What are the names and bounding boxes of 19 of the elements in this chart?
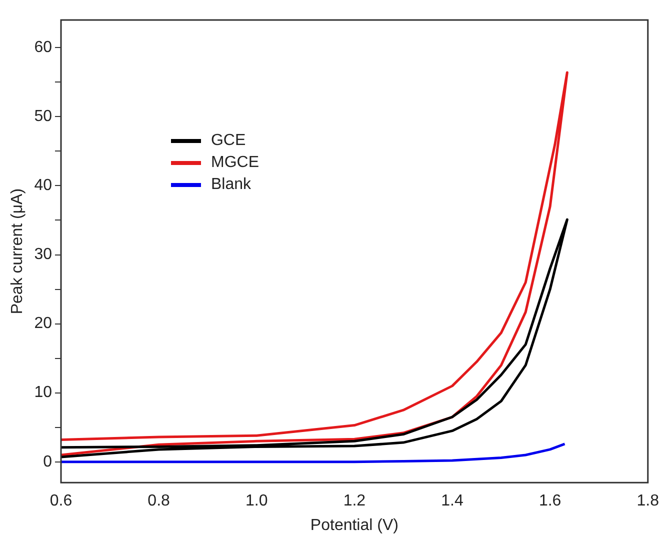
x-tick-label: 1.8 xyxy=(636,492,660,510)
x-tick-label: 0.6 xyxy=(50,492,72,510)
y-tick-label: 60 xyxy=(34,39,52,56)
y-tick-label: 0 xyxy=(43,453,52,470)
x-axis-title: Potential (V) xyxy=(310,516,398,534)
y-tick-label: 50 xyxy=(34,108,52,126)
y-axis-title: Peak current (μA) xyxy=(9,188,26,314)
y-tick-label: 40 xyxy=(34,177,52,194)
y-tick-label: 10 xyxy=(34,384,52,402)
x-tick-label: 1.4 xyxy=(441,492,464,510)
y-tick-label: 30 xyxy=(34,246,52,264)
legend-label: MGCE xyxy=(210,154,259,172)
x-tick-label: 1.2 xyxy=(343,492,366,510)
x-tick-label: 0.8 xyxy=(148,492,170,510)
legend-label: GCE xyxy=(210,132,246,150)
y-tick-label: 20 xyxy=(34,315,52,332)
legend-label: Blank xyxy=(210,176,252,194)
x-tick-label: 1.6 xyxy=(538,492,562,510)
x-tick-label: 1.0 xyxy=(246,492,268,510)
